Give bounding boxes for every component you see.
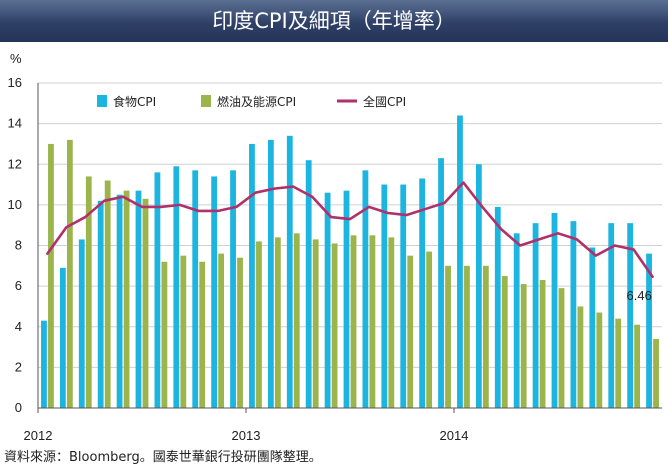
bar-food xyxy=(230,170,236,408)
x-tick-label: 2012 xyxy=(24,428,53,443)
bar-fuel xyxy=(558,288,565,408)
bar-food xyxy=(78,239,85,408)
bar-fuel xyxy=(218,253,225,409)
bar-fuel xyxy=(539,280,546,408)
bar-food xyxy=(173,166,180,408)
source-note: 資料來源：Bloomberg。國泰世華銀行投研團隊整理。 xyxy=(4,450,322,465)
bar-fuel xyxy=(482,265,489,408)
bar-food xyxy=(589,247,596,408)
y-tick-label: 10 xyxy=(8,197,22,212)
bar-food xyxy=(192,170,199,408)
y-tick-label: 16 xyxy=(8,75,22,90)
bar-food xyxy=(494,206,501,408)
bar-fuel xyxy=(577,306,584,408)
bar-food xyxy=(570,221,577,408)
bar-fuel xyxy=(407,255,414,408)
bar-fuel xyxy=(199,261,206,408)
bar-fuel xyxy=(331,243,338,408)
x-tick-label: 2013 xyxy=(232,428,261,443)
bar-fuel xyxy=(142,198,149,408)
bar-food xyxy=(381,184,388,408)
bar-food xyxy=(646,253,652,409)
bar-food xyxy=(41,320,47,408)
y-tick-label: 8 xyxy=(15,238,22,253)
bar-fuel xyxy=(85,176,92,408)
cpi-line-group: 6.46 xyxy=(46,181,654,303)
bar-food xyxy=(286,135,293,408)
bar-fuel xyxy=(104,180,111,408)
axes: 0 2 4 6 8 10 12 14 16% 2012 2013 2014 xyxy=(8,51,662,443)
bar-fuel xyxy=(123,190,130,408)
bar-fuel xyxy=(426,251,433,408)
bar-fuel xyxy=(445,265,451,408)
bar-food xyxy=(116,194,123,408)
y-tick-label: 4 xyxy=(15,319,22,334)
bar-food xyxy=(419,178,426,408)
bar-fuel xyxy=(312,239,319,408)
bar-food xyxy=(305,160,312,408)
bars xyxy=(41,115,659,409)
cpi-line xyxy=(46,181,654,279)
y-unit-label: % xyxy=(10,51,22,66)
bar-food xyxy=(400,184,407,408)
bar-fuel xyxy=(161,261,168,408)
bar-food xyxy=(154,172,161,409)
legend-swatch xyxy=(201,95,211,107)
chart-title: 印度CPI及細項（年增率） xyxy=(0,0,668,42)
bar-food xyxy=(532,223,539,408)
x-tick-label: 2014 xyxy=(440,428,469,443)
bar-food xyxy=(135,190,142,408)
bar-food xyxy=(438,158,444,408)
bar-fuel xyxy=(615,318,622,409)
bar-fuel xyxy=(596,312,603,408)
bar-fuel xyxy=(256,241,262,408)
bar-food xyxy=(59,267,66,408)
bar-fuel xyxy=(274,237,281,409)
bar-fuel xyxy=(293,233,300,408)
y-tick-label: 14 xyxy=(8,116,22,131)
bar-food xyxy=(457,115,463,408)
bar-fuel xyxy=(501,275,508,408)
bar-food xyxy=(211,176,218,408)
y-tick-label: 6 xyxy=(15,278,22,293)
bar-fuel xyxy=(520,284,527,408)
legend-label: 燃油及能源CPI xyxy=(217,94,296,109)
legend-swatch xyxy=(97,95,107,107)
bar-fuel xyxy=(237,257,243,408)
bar-food xyxy=(627,223,634,408)
bar-food xyxy=(362,170,369,408)
bar-fuel xyxy=(66,139,73,409)
bar-food xyxy=(608,223,615,408)
grid-lines xyxy=(38,82,662,368)
bar-fuel xyxy=(48,143,54,408)
bar-food xyxy=(324,192,331,408)
legend: 食物CPI 燃油及能源CPI 全國CPI xyxy=(97,94,406,109)
bar-fuel xyxy=(369,235,376,408)
bar-food xyxy=(343,190,350,408)
bar-fuel xyxy=(350,235,357,408)
y-tick-label: 12 xyxy=(8,156,22,171)
legend-label: 全國CPI xyxy=(363,94,406,109)
bar-food xyxy=(551,213,558,408)
bar-food xyxy=(475,164,482,408)
bar-food xyxy=(513,233,520,408)
y-tick-label: 0 xyxy=(15,400,22,415)
bar-fuel xyxy=(464,265,470,408)
bar-fuel xyxy=(634,324,641,408)
legend-label: 食物CPI xyxy=(113,94,156,109)
bar-fuel xyxy=(180,255,187,408)
bar-food xyxy=(249,143,255,408)
annotation-label: 6.46 xyxy=(627,288,652,303)
bar-fuel xyxy=(388,237,395,409)
bar-fuel xyxy=(653,338,659,408)
chart-canvas: 6.46 0 2 4 6 8 10 12 14 16% 2012 2013 2014 食物CPI 燃油及… xyxy=(8,51,662,443)
y-tick-label: 2 xyxy=(15,359,22,374)
bar-food xyxy=(267,139,274,409)
bar-food xyxy=(97,200,104,408)
